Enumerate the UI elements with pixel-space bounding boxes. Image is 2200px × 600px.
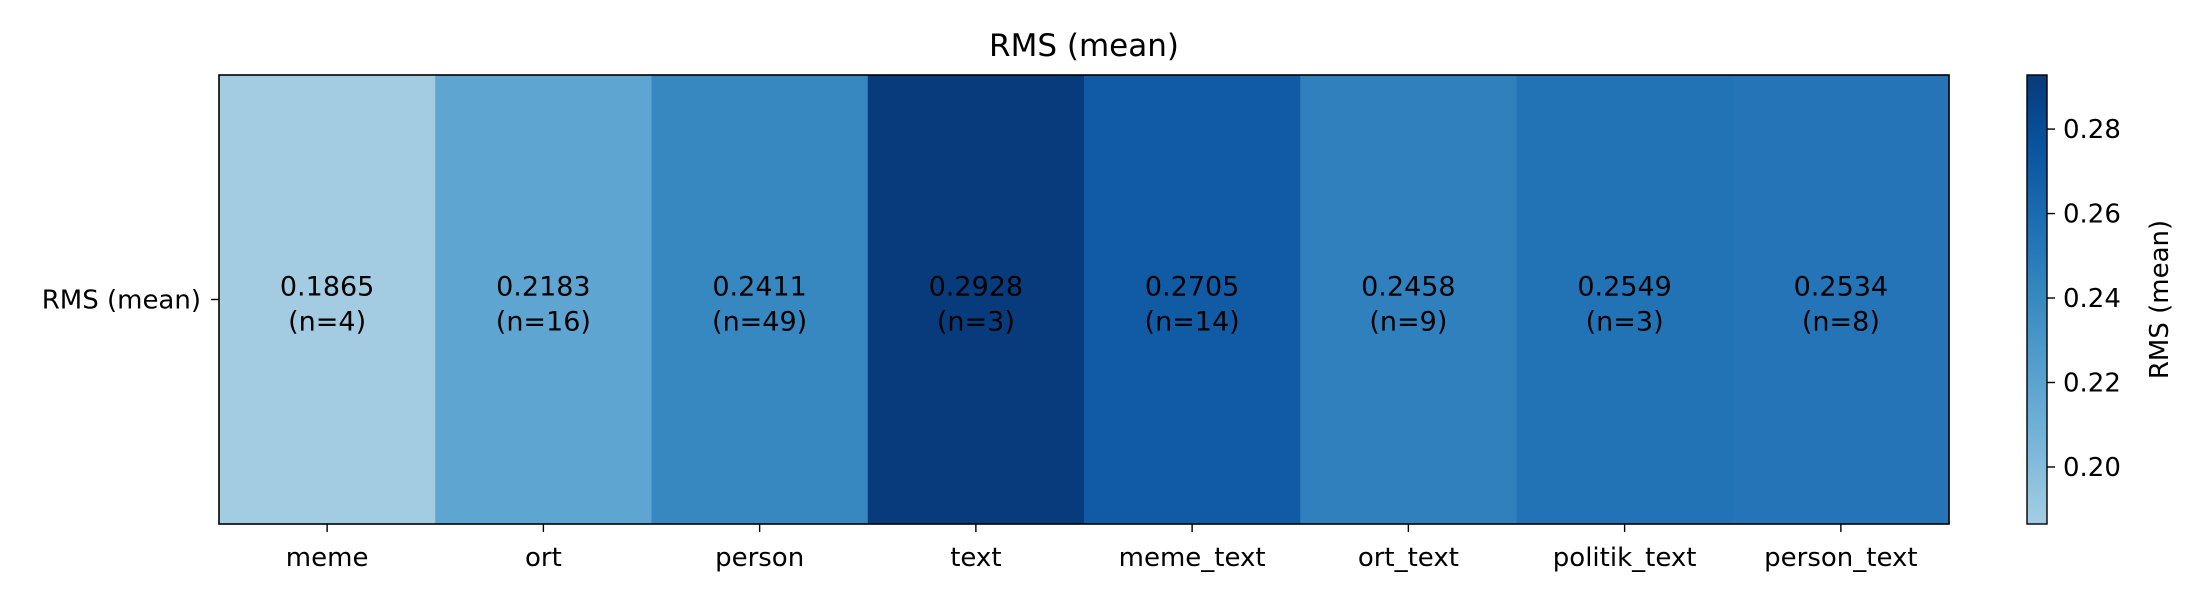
heatmap-cell-labels: 0.1865 (n=4) 0.2183 (n=16) 0.2411 (n=49) 0.292… xyxy=(280,272,1888,338)
heatmap-cell-politik_text xyxy=(1516,75,1734,524)
x-tick-label: text xyxy=(950,543,1001,573)
cell-value-label: 0.2183 xyxy=(496,272,590,303)
cell-count-label: (n=8) xyxy=(1802,307,1880,338)
colorbar-tick-label: 0.28 xyxy=(2063,115,2121,145)
cell-value-label: 0.2705 xyxy=(1145,272,1239,303)
x-tick-label: politik_text xyxy=(1553,543,1697,573)
cell-value-label: 0.2534 xyxy=(1794,272,1888,303)
colorbar xyxy=(2026,74,2048,525)
colorbar-tick-label: 0.22 xyxy=(2063,368,2121,398)
x-tick-label: meme xyxy=(286,543,369,573)
colorbar-tick-label: 0.24 xyxy=(2063,284,2121,314)
cell-value-label: 0.1865 xyxy=(280,272,374,303)
cell-count-label: (n=14) xyxy=(1145,307,1240,338)
cell-count-label: (n=3) xyxy=(937,307,1015,338)
cell-count-label: (n=3) xyxy=(1586,307,1664,338)
cell-count-label: (n=4) xyxy=(288,307,366,338)
cell-count-label: (n=16) xyxy=(496,307,591,338)
x-tick-label: meme_text xyxy=(1119,543,1266,573)
heatmap-cell-text xyxy=(867,75,1085,524)
heatmap-cell-meme_text xyxy=(1084,75,1301,524)
x-axis-ticks: meme ort person text meme_text ort_text politi… xyxy=(286,524,1918,573)
heatmap-cell-person_text xyxy=(1732,75,1950,524)
y-axis-ticks: RMS (mean) xyxy=(42,286,219,316)
cell-count-label: (n=9) xyxy=(1369,307,1447,338)
cell-value-label: 0.2928 xyxy=(929,272,1023,303)
colorbar-label: RMS (mean) xyxy=(2145,220,2175,379)
x-tick-label: ort_text xyxy=(1358,543,1459,573)
colorbar-tick-label: 0.20 xyxy=(2063,453,2121,483)
cell-value-label: 0.2411 xyxy=(712,272,806,303)
colorbar-tick-label: 0.26 xyxy=(2063,200,2121,230)
colorbar-ticks: 0.20 0.22 0.24 0.26 0.28 xyxy=(2047,115,2121,483)
heatmap-cell-person xyxy=(651,75,869,524)
heatmap-cell-meme xyxy=(219,75,436,524)
x-tick-label: ort xyxy=(525,543,562,573)
heatmap-cell-ort_text xyxy=(1300,75,1518,524)
x-tick-label: person xyxy=(715,543,804,573)
x-tick-label: person_text xyxy=(1764,543,1917,573)
cell-value-label: 0.2549 xyxy=(1577,272,1671,303)
cell-count-label: (n=49) xyxy=(712,307,807,338)
chart-title: RMS (mean) xyxy=(989,28,1179,64)
heatmap-cells xyxy=(219,75,1950,524)
cell-value-label: 0.2458 xyxy=(1361,272,1455,303)
heatmap-cell-ort xyxy=(435,75,653,524)
y-tick-label: RMS (mean) xyxy=(42,286,201,316)
